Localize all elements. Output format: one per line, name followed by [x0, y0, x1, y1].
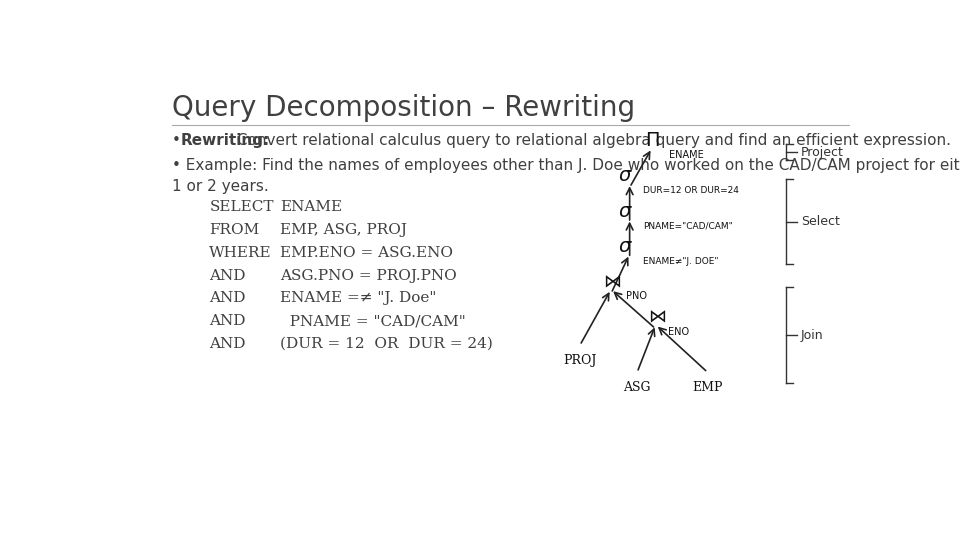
Text: •: •	[172, 133, 186, 148]
Text: Project: Project	[801, 146, 844, 159]
Text: EMP: EMP	[692, 381, 723, 394]
Text: Query Decomposition – Rewriting: Query Decomposition – Rewriting	[172, 94, 636, 122]
Text: ENAME≠"J. DOE": ENAME≠"J. DOE"	[643, 256, 718, 266]
Text: ENAME =≠ "J. Doe": ENAME =≠ "J. Doe"	[280, 292, 437, 306]
Text: EMP.ENO = ASG.ENO: EMP.ENO = ASG.ENO	[280, 246, 453, 260]
Text: ASG.PNO = PROJ.PNO: ASG.PNO = PROJ.PNO	[280, 268, 457, 282]
Text: DUR=12 OR DUR=24: DUR=12 OR DUR=24	[643, 186, 739, 195]
Text: Convert relational calculus query to relational algebra query and find an effici: Convert relational calculus query to rel…	[231, 133, 950, 148]
Text: ASG: ASG	[623, 381, 651, 394]
Text: Join: Join	[801, 328, 824, 342]
Text: AND: AND	[209, 292, 246, 306]
Text: PNAME="CAD/CAM": PNAME="CAD/CAM"	[643, 221, 732, 230]
Text: $\sigma$: $\sigma$	[618, 202, 634, 221]
Text: 1 or 2 years.: 1 or 2 years.	[172, 179, 269, 194]
Text: AND: AND	[209, 314, 246, 328]
Text: PNAME = "CAD/CAM": PNAME = "CAD/CAM"	[280, 314, 466, 328]
Text: ENO: ENO	[667, 327, 688, 337]
Text: AND: AND	[209, 268, 246, 282]
Text: (DUR = 12  OR  DUR = 24): (DUR = 12 OR DUR = 24)	[280, 337, 492, 351]
Text: FROM: FROM	[209, 223, 259, 237]
Text: $\bowtie$: $\bowtie$	[600, 273, 622, 292]
Text: ENAME: ENAME	[669, 150, 704, 160]
Text: $\bowtie$: $\bowtie$	[645, 309, 666, 327]
Text: $\sigma$: $\sigma$	[618, 166, 634, 185]
Text: PNO: PNO	[626, 292, 647, 301]
Text: WHERE: WHERE	[209, 246, 272, 260]
Text: PROJ: PROJ	[564, 354, 596, 367]
Text: $\Pi$: $\Pi$	[645, 131, 660, 150]
Text: Rewriting:: Rewriting:	[181, 133, 271, 148]
Text: SELECT: SELECT	[209, 200, 274, 214]
Text: ENAME: ENAME	[280, 200, 342, 214]
Text: $\sigma$: $\sigma$	[618, 237, 634, 256]
Text: AND: AND	[209, 337, 246, 351]
Text: Select: Select	[801, 215, 840, 228]
Text: • Example: Find the names of employees other than J. Doe who worked on the CAD/C: • Example: Find the names of employees o…	[172, 158, 960, 173]
Text: EMP, ASG, PROJ: EMP, ASG, PROJ	[280, 223, 407, 237]
